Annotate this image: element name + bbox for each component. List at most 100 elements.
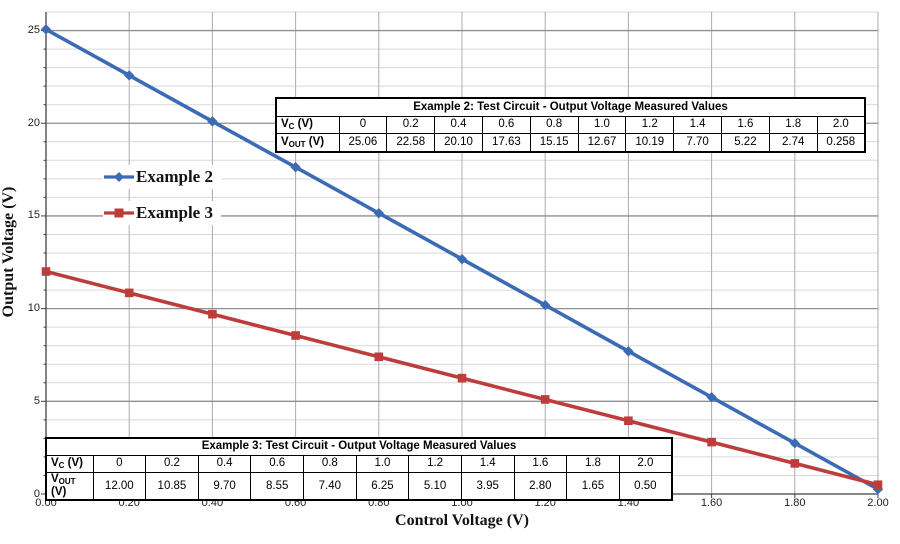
data-point-diamond: [124, 70, 135, 81]
table-cell: 0.8: [529, 115, 579, 134]
table-cell: 8.55: [250, 472, 304, 501]
y-tick-label: 15: [27, 209, 40, 222]
table-cell: 0.6: [481, 115, 531, 134]
data-point-diamond: [456, 253, 468, 265]
y-tick-label: 5: [33, 394, 40, 407]
table-title: Example 3: Test Circuit - Output Voltage…: [45, 437, 673, 456]
table-cell: 12.00: [92, 472, 147, 501]
table-cell: 1.4: [460, 455, 515, 473]
table-cell: 0.4: [434, 115, 483, 134]
table-cell: 1.4: [673, 115, 722, 134]
table-cell: 0.2: [386, 115, 436, 134]
data-point-diamond: [540, 299, 551, 311]
data-point-square: [457, 373, 467, 383]
table-cell: 1.0: [577, 115, 627, 134]
table-cell: 10.19: [625, 133, 675, 152]
table-cell: 5.10: [408, 472, 462, 501]
table-cell: 7.40: [303, 472, 357, 501]
table-cell: 25.06: [338, 133, 388, 152]
table-cell: 3.95: [460, 472, 515, 501]
table-cell: 0.50: [618, 472, 673, 501]
data-point-diamond: [623, 346, 634, 357]
legend-label: Example 3: [136, 203, 213, 222]
row-label: VC (V): [275, 115, 340, 134]
measured-values-table: Example 3: Test Circuit - Output Voltage…: [45, 437, 673, 502]
x-axis-title: Control Voltage (V): [395, 512, 529, 529]
data-point-square: [873, 480, 883, 490]
table-cell: 0.8: [303, 455, 357, 473]
legend-label: Example 2: [136, 167, 213, 186]
table-cell: 20.10: [434, 133, 483, 152]
table-cell: 1.6: [513, 455, 568, 473]
table-cell: 6.25: [355, 472, 410, 501]
table-cell: 10.85: [145, 472, 199, 501]
table-cell: 7.70: [673, 133, 722, 152]
table-cell: 1.2: [625, 115, 675, 134]
table-cell: 2.0: [816, 115, 866, 134]
y-tick-label: 25: [27, 24, 40, 37]
table-cell: 1.65: [566, 472, 620, 501]
table-cell: 17.63: [481, 133, 531, 152]
x-tick-label: 2.00: [867, 497, 889, 509]
y-tick-label: 10: [27, 302, 40, 315]
table-row: VC (V) 0 0.2 0.4 0.6 0.8 1.0 1.2 1.4 1.6 1.8 2.0: [45, 455, 673, 473]
example3-data-table: Example 3: Test Circuit - Output Voltage…: [45, 437, 673, 502]
table-cell: 12.67: [577, 133, 627, 152]
legend-item-example-2: Example 2: [103, 165, 221, 189]
y-axis-tick-labels: 0 5 10 15 20 25: [0, 0, 40, 544]
table-cell: 1.2: [408, 455, 462, 473]
row-label: VC (V): [45, 455, 94, 473]
data-point-square: [208, 309, 217, 319]
row-label: VOUT (V): [275, 133, 340, 152]
table-cell: 1.8: [566, 455, 620, 473]
table-cell: 2.0: [618, 455, 673, 473]
legend-diamond-marker-icon: [104, 172, 134, 182]
y-tick-label: 20: [27, 116, 40, 129]
y-axis-title: Output Voltage (V): [0, 186, 17, 318]
x-tick-label: 1.60: [700, 497, 723, 509]
x-tick-label: 1.80: [784, 497, 806, 509]
data-point-square: [291, 331, 300, 340]
data-point-square: [540, 395, 550, 404]
table-cell: 1.6: [721, 115, 770, 134]
table-cell: 0.4: [197, 455, 252, 473]
row-label: VOUT (V): [45, 472, 94, 501]
table-cell: 0: [92, 455, 147, 473]
table-row: VOUT (V) 12.00 10.85 9.70 8.55 7.40 6.25 5.10 3.…: [45, 472, 673, 501]
table-title: Example 2: Test Circuit - Output Voltage…: [275, 97, 866, 117]
table-cell: 22.58: [386, 133, 436, 152]
table-cell: 1.8: [768, 115, 818, 134]
table-row: VOUT (V) 25.06 22.58 20.10 17.63 15.15 12.67 10…: [275, 133, 866, 152]
table-cell: 0.6: [250, 455, 304, 473]
data-point-square: [624, 416, 633, 426]
data-point-diamond: [40, 24, 52, 35]
measured-values-table: Example 2: Test Circuit - Output Voltage…: [275, 97, 866, 153]
legend: Example 2 Example 3: [103, 165, 221, 237]
table-cell: 0.258: [816, 133, 866, 152]
table-cell: 0.2: [145, 455, 199, 473]
data-point-diamond: [706, 392, 717, 403]
data-point-square: [374, 352, 384, 362]
example2-data-table: Example 2: Test Circuit - Output Voltage…: [275, 97, 866, 153]
table-cell: 2.74: [768, 133, 818, 152]
data-point-square: [790, 459, 800, 468]
data-point-square: [41, 267, 51, 276]
table-cell: 2.80: [513, 472, 568, 501]
data-point-diamond: [373, 207, 384, 219]
data-point-diamond: [207, 116, 218, 127]
y-tick-label: 0: [33, 487, 40, 500]
table-cell: 1.0: [355, 455, 410, 473]
data-point-square: [124, 288, 134, 298]
table-cell: 5.22: [721, 133, 770, 152]
data-point-diamond: [789, 438, 800, 449]
table-cell: 0: [338, 115, 388, 134]
legend-square-marker-icon: [104, 208, 134, 218]
data-point-diamond: [290, 161, 301, 173]
table-cell: 9.70: [197, 472, 252, 501]
table-cell: 15.15: [529, 133, 579, 152]
data-point-square: [707, 437, 716, 447]
legend-item-example-3: Example 3: [103, 201, 221, 225]
table-row: VC (V) 0 0.2 0.4 0.6 0.8 1.0 1.2 1.4 1.6 1.8 2.0: [275, 115, 866, 134]
